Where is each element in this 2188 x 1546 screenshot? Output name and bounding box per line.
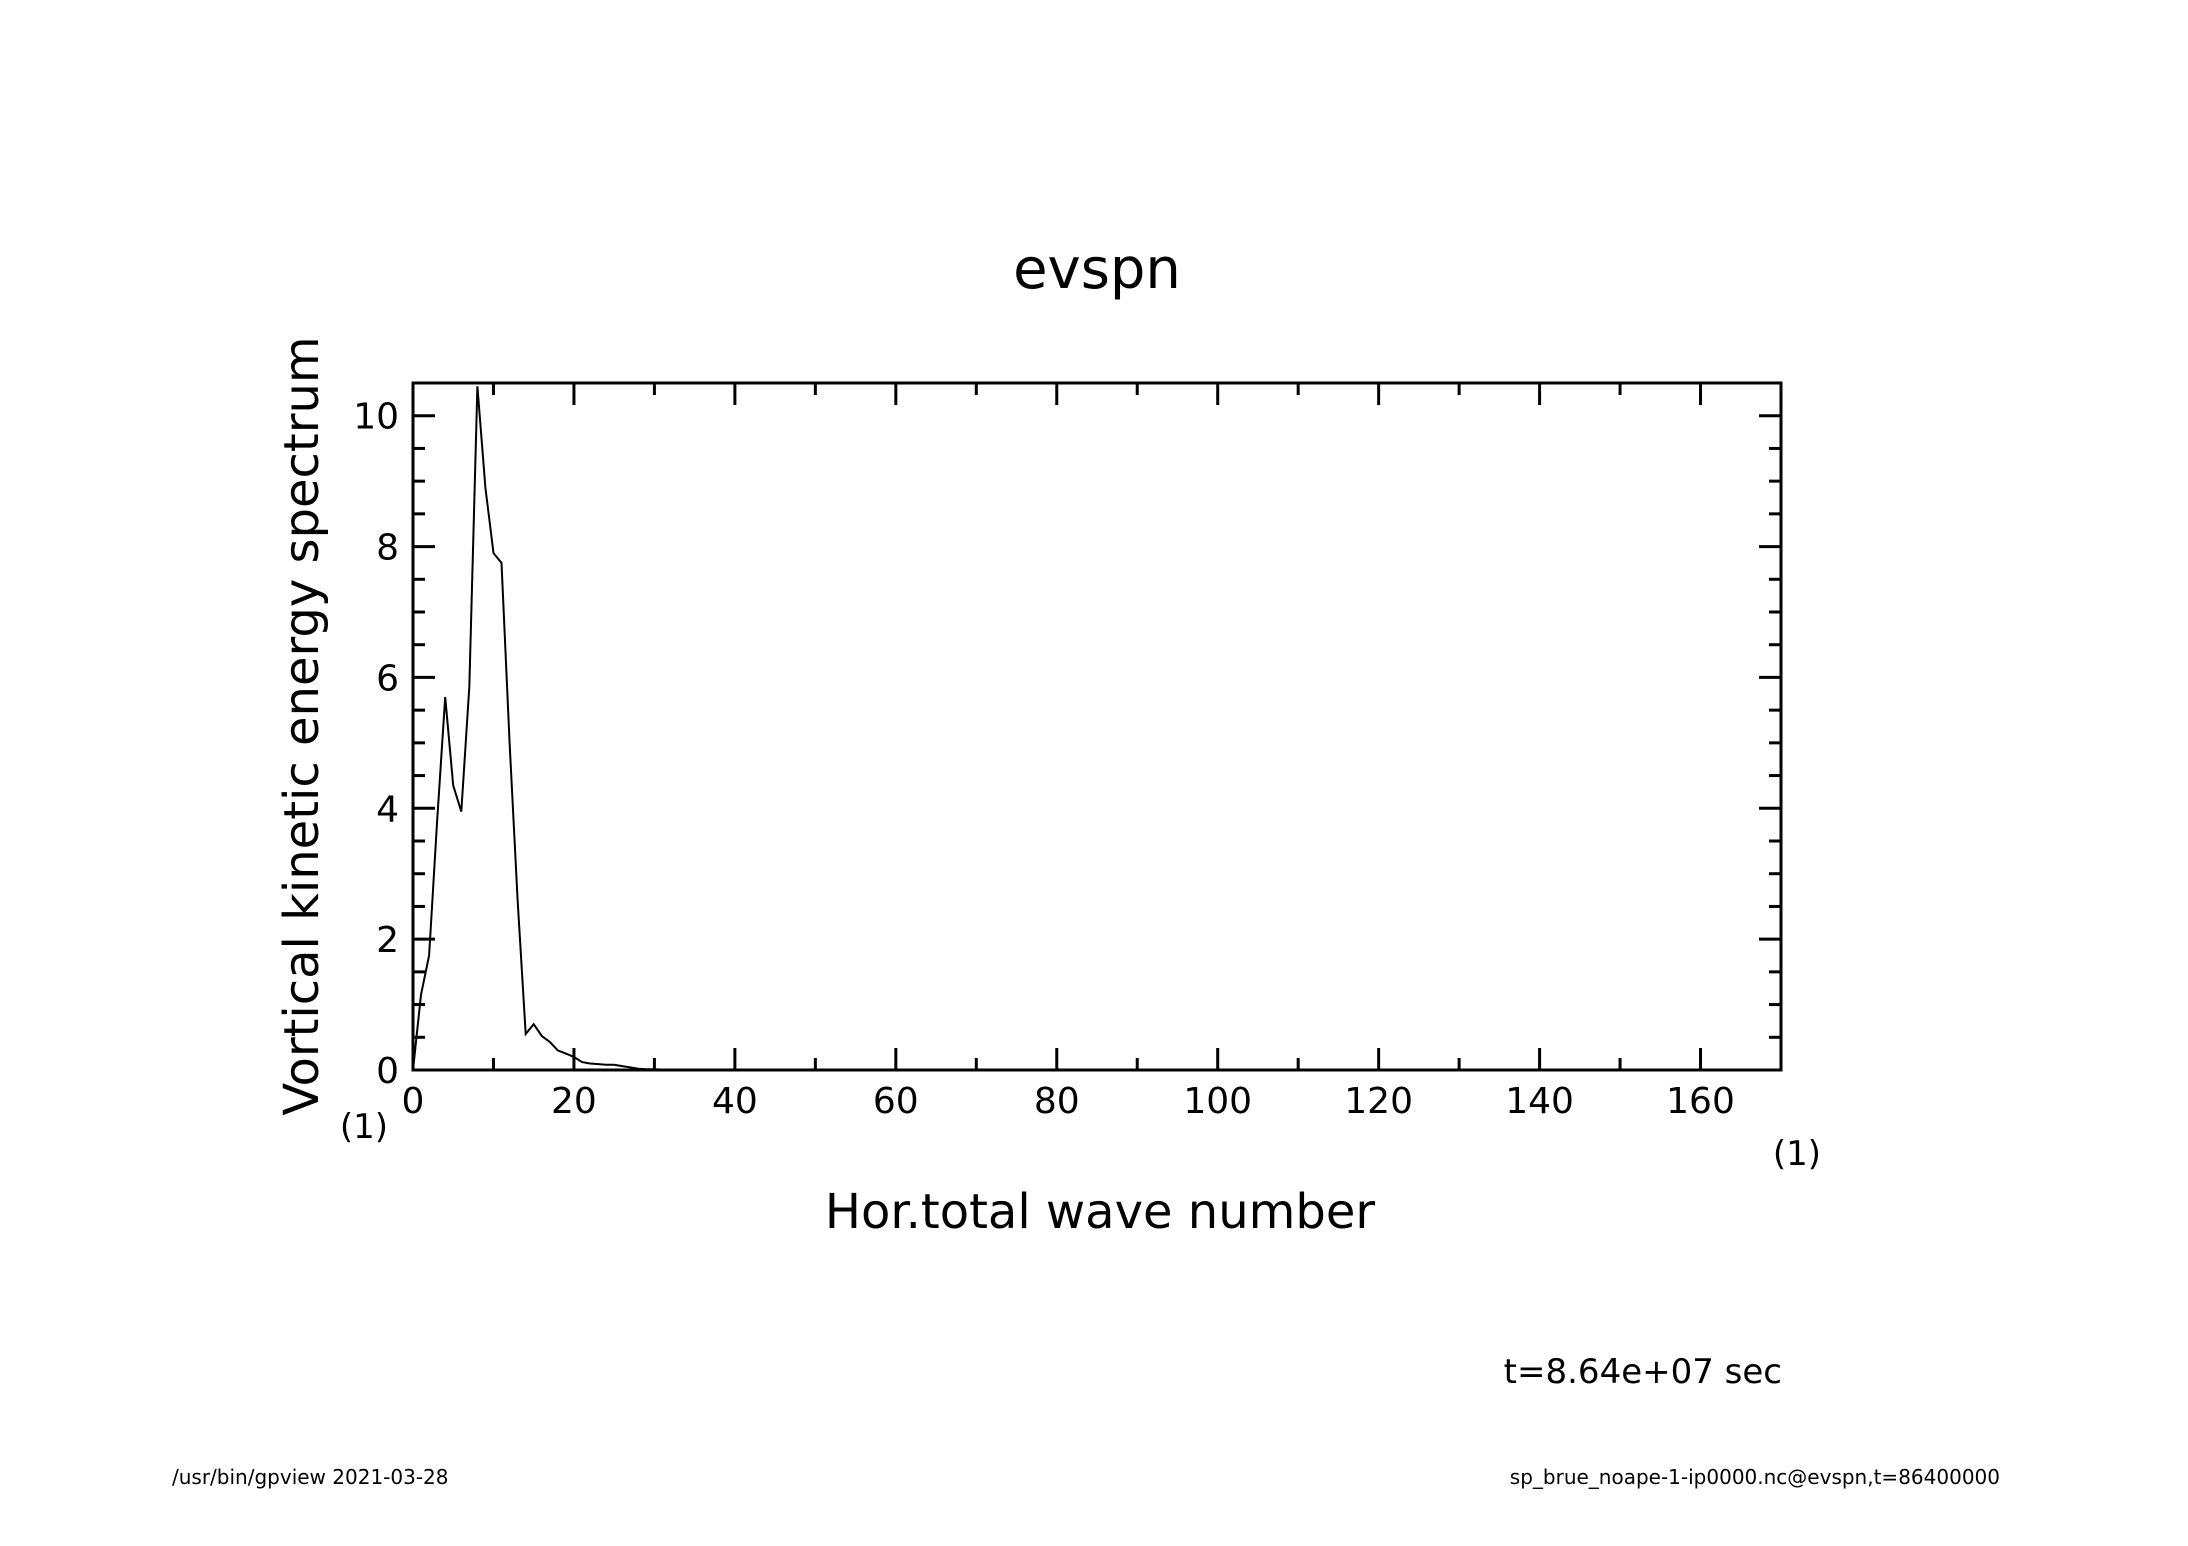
x-axis-label: Hor.total wave number (825, 1184, 1376, 1240)
y-unit-label: (1) (340, 1107, 388, 1147)
y-tick-labels: 0 2 4 6 8 10 (353, 397, 399, 1092)
plot-border (411, 381, 1783, 1072)
x-tick-label: 80 (1034, 1081, 1080, 1122)
y-tick-label: 10 (353, 397, 399, 438)
x-tick-label: 60 (873, 1081, 919, 1122)
chart-title: evspn (1013, 237, 1181, 302)
footer-right: sp_brue_noape-1-ip0000.nc@evspn,t=864000… (1509, 1465, 2000, 1489)
x-unit-label: (1) (1773, 1134, 1821, 1174)
plot-frame (411, 381, 1783, 1072)
x-tick-label: 160 (1666, 1081, 1735, 1122)
x-tick-label: 100 (1183, 1081, 1252, 1122)
series-line (412, 386, 1781, 1071)
x-tick-labels: 0 20 40 60 80 100 120 140 160 (402, 1081, 1735, 1122)
y-tick-label: 2 (376, 920, 399, 961)
x-tick-label: 140 (1505, 1081, 1574, 1122)
axis-ticks (413, 381, 1783, 1070)
time-annotation: t=8.64e+07 sec (1504, 1352, 1782, 1392)
y-tick-label: 8 (376, 528, 399, 569)
y-tick-label: 4 (376, 789, 399, 830)
x-tick-label: 40 (712, 1081, 758, 1122)
footer-left: /usr/bin/gpview 2021-03-28 (172, 1465, 449, 1489)
x-tick-label: 20 (551, 1081, 597, 1122)
y-tick-label: 6 (376, 658, 399, 699)
x-tick-label: 120 (1344, 1081, 1413, 1122)
y-tick-label: 0 (376, 1051, 399, 1092)
y-axis-label: Vortical kinetic energy spectrum (274, 336, 330, 1115)
x-tick-label: 0 (402, 1081, 425, 1122)
